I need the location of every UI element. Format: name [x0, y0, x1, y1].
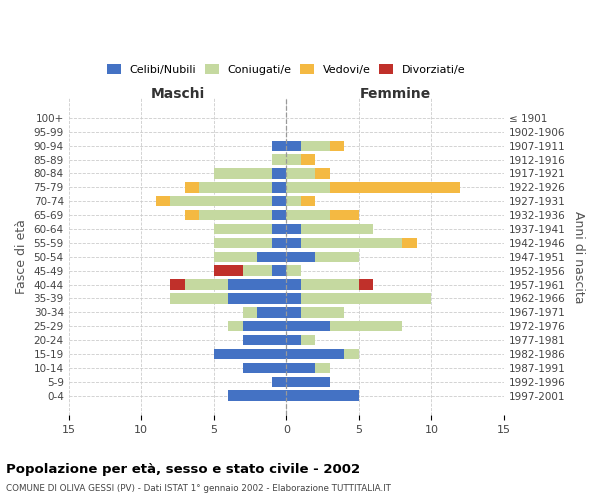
- Text: COMUNE DI OLIVA GESSI (PV) - Dati ISTAT 1° gennaio 2002 - Elaborazione TUTTITALI: COMUNE DI OLIVA GESSI (PV) - Dati ISTAT …: [6, 484, 391, 493]
- Bar: [214, 238, 272, 248]
- Bar: [344, 349, 359, 359]
- Bar: [272, 154, 286, 165]
- Bar: [316, 252, 359, 262]
- Bar: [403, 238, 417, 248]
- Bar: [301, 196, 316, 206]
- Bar: [301, 280, 359, 290]
- Bar: [214, 168, 272, 178]
- Text: Popolazione per età, sesso e stato civile - 2002: Popolazione per età, sesso e stato civil…: [6, 462, 360, 475]
- Bar: [330, 182, 460, 192]
- Bar: [301, 154, 316, 165]
- Bar: [286, 154, 301, 165]
- Bar: [243, 321, 286, 332]
- Bar: [170, 280, 185, 290]
- Bar: [199, 182, 272, 192]
- Bar: [228, 294, 286, 304]
- Bar: [243, 266, 272, 276]
- Bar: [301, 238, 403, 248]
- Bar: [185, 280, 228, 290]
- Bar: [286, 321, 330, 332]
- Bar: [286, 196, 301, 206]
- Legend: Celibi/Nubili, Coniugati/e, Vedovi/e, Divorziati/e: Celibi/Nubili, Coniugati/e, Vedovi/e, Di…: [103, 60, 470, 79]
- Bar: [286, 294, 301, 304]
- Bar: [301, 140, 330, 151]
- Bar: [286, 168, 316, 178]
- Bar: [286, 224, 301, 234]
- Bar: [185, 182, 199, 192]
- Bar: [301, 294, 431, 304]
- Bar: [286, 335, 301, 345]
- Bar: [316, 168, 330, 178]
- Bar: [272, 224, 286, 234]
- Bar: [286, 349, 344, 359]
- Bar: [359, 280, 373, 290]
- Bar: [243, 362, 286, 373]
- Bar: [286, 210, 330, 220]
- Bar: [272, 140, 286, 151]
- Bar: [243, 307, 257, 318]
- Bar: [272, 210, 286, 220]
- Bar: [272, 196, 286, 206]
- Bar: [272, 238, 286, 248]
- Bar: [286, 280, 301, 290]
- Bar: [243, 335, 286, 345]
- Bar: [272, 376, 286, 387]
- Bar: [228, 280, 286, 290]
- Bar: [170, 196, 272, 206]
- Bar: [272, 266, 286, 276]
- Bar: [301, 307, 344, 318]
- Bar: [214, 224, 272, 234]
- Bar: [170, 294, 228, 304]
- Bar: [228, 321, 243, 332]
- Bar: [214, 266, 243, 276]
- Bar: [214, 349, 286, 359]
- Text: Femmine: Femmine: [359, 88, 431, 102]
- Bar: [286, 266, 301, 276]
- Bar: [286, 182, 330, 192]
- Bar: [301, 224, 373, 234]
- Bar: [257, 307, 286, 318]
- Bar: [272, 168, 286, 178]
- Bar: [286, 252, 316, 262]
- Bar: [257, 252, 286, 262]
- Bar: [228, 390, 286, 401]
- Bar: [330, 321, 403, 332]
- Bar: [316, 362, 330, 373]
- Bar: [286, 140, 301, 151]
- Bar: [286, 307, 301, 318]
- Bar: [286, 376, 330, 387]
- Bar: [286, 362, 316, 373]
- Bar: [301, 335, 316, 345]
- Bar: [330, 210, 359, 220]
- Bar: [185, 210, 199, 220]
- Y-axis label: Fasce di età: Fasce di età: [15, 220, 28, 294]
- Bar: [199, 210, 272, 220]
- Bar: [330, 140, 344, 151]
- Bar: [214, 252, 257, 262]
- Text: Maschi: Maschi: [151, 88, 205, 102]
- Bar: [272, 182, 286, 192]
- Bar: [156, 196, 170, 206]
- Y-axis label: Anni di nascita: Anni di nascita: [572, 210, 585, 303]
- Bar: [286, 390, 359, 401]
- Bar: [286, 238, 301, 248]
